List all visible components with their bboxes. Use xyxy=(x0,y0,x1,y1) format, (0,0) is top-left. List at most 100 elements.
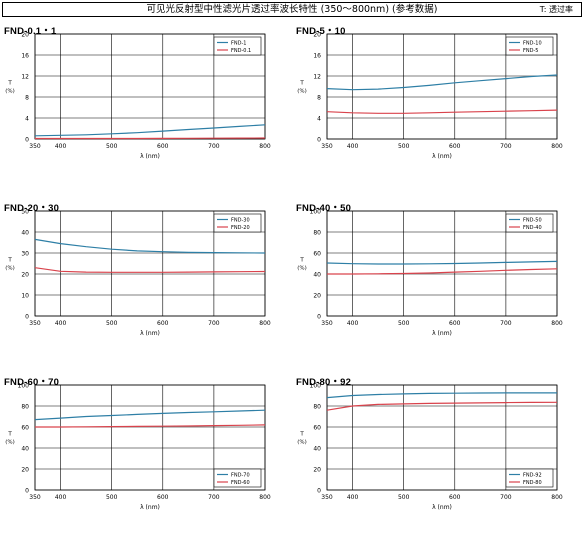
x-tick-label: 700 xyxy=(500,494,512,501)
legend-label: FND-0.1 xyxy=(231,48,251,54)
y-tick-label: 30 xyxy=(21,251,29,258)
y-tick-label: 60 xyxy=(21,425,29,432)
x-tick-label: 700 xyxy=(500,143,512,150)
y-tick-label: 4 xyxy=(25,116,29,123)
y-tick-label: 80 xyxy=(313,230,321,237)
chart-panel-6: FND-80・92 0 20 40 60 80 100 350 400 500 600 700 800… xyxy=(292,372,584,540)
x-tick-label: 800 xyxy=(551,320,563,327)
chart-svg: 0 4 8 12 16 20 350 400 500 600 700 800 T (%) λ (nm) FND… xyxy=(5,32,271,161)
y-axis-unit: (%) xyxy=(5,266,15,272)
y-axis-unit: (%) xyxy=(5,89,15,95)
y-tick-label: 50 xyxy=(21,209,29,216)
x-tick-label: 500 xyxy=(398,320,410,327)
chart-title: FND-5・10 xyxy=(296,26,346,37)
x-tick-label: 600 xyxy=(449,494,461,501)
y-tick-label: 10 xyxy=(21,293,29,300)
plot-frame xyxy=(34,384,266,491)
chart-panel-5: FND-60・70 0 20 40 60 80 100 350 400 500 600 700 800… xyxy=(0,372,292,540)
x-tick-label: 700 xyxy=(208,494,220,501)
legend-label: FND-40 xyxy=(523,225,542,231)
series-line xyxy=(35,137,266,140)
legend-label: FND-20 xyxy=(231,225,250,231)
series-line xyxy=(35,424,266,428)
series-line xyxy=(326,401,558,411)
x-tick-label: 500 xyxy=(398,143,410,150)
series-line xyxy=(326,260,558,265)
legend-label: FND-5 xyxy=(523,48,538,54)
y-tick-label: 8 xyxy=(25,95,29,102)
y-axis-label: T xyxy=(299,81,304,87)
x-tick-label: 350 xyxy=(29,494,41,501)
y-tick-label: 4 xyxy=(317,116,321,123)
x-tick-label: 600 xyxy=(157,320,169,327)
x-tick-label: 800 xyxy=(551,143,563,150)
y-tick-label: 20 xyxy=(313,32,321,39)
x-tick-label: 800 xyxy=(259,320,271,327)
chart-title: FND-60・70 xyxy=(4,377,60,388)
chart-title: FND-0.1・1 xyxy=(4,26,57,37)
legend-label: FND-92 xyxy=(523,473,542,479)
y-tick-label: 20 xyxy=(21,32,29,39)
y-axis-label: T xyxy=(7,432,12,438)
chart-title: FND-20・30 xyxy=(4,203,60,214)
x-tick-label: 400 xyxy=(347,320,359,327)
series-line xyxy=(34,124,266,137)
series-line xyxy=(326,109,558,114)
chart-panel-1: FND-0.1・1 0 4 8 12 16 20 350 400 500 600 700 800 T (%… xyxy=(0,21,292,189)
x-axis-label: λ (nm) xyxy=(140,153,160,160)
y-tick-label: 16 xyxy=(313,53,321,60)
header-note: T: 透过率 xyxy=(539,5,573,14)
x-tick-label: 400 xyxy=(55,320,67,327)
y-tick-label: 80 xyxy=(21,404,29,411)
x-tick-label: 600 xyxy=(449,320,461,327)
series-line xyxy=(326,74,558,91)
y-tick-label: 8 xyxy=(317,95,321,102)
series-line xyxy=(34,267,266,273)
x-tick-label: 600 xyxy=(157,143,169,150)
chart-svg: 0 20 40 60 80 100 350 400 500 600 700 800 T (%) λ (nm)… xyxy=(297,209,563,338)
series-line xyxy=(34,409,266,421)
chart-panel-3: FND-20・30 0 10 20 30 40 50 350 400 500 600 700 800 T… xyxy=(0,198,292,366)
header-bar: 可见光反射型中性滤光片透过率波长特性 (350～800nm) (参考数据) T:… xyxy=(2,2,582,17)
chart-svg: 0 10 20 30 40 50 350 400 500 600 700 800 T (%) λ (nm) F… xyxy=(5,209,271,338)
legend-label: FND-10 xyxy=(523,41,542,47)
y-tick-label: 60 xyxy=(313,425,321,432)
y-tick-label: 0 xyxy=(25,488,29,495)
chart-svg: 0 20 40 60 80 100 350 400 500 600 700 800 T (%) λ (nm)… xyxy=(297,383,563,512)
y-tick-label: 20 xyxy=(313,293,321,300)
y-tick-label: 40 xyxy=(313,446,321,453)
x-tick-label: 400 xyxy=(55,143,67,150)
x-tick-label: 350 xyxy=(29,143,41,150)
y-axis-unit: (%) xyxy=(297,89,307,95)
x-tick-label: 600 xyxy=(449,143,461,150)
x-tick-label: 350 xyxy=(29,320,41,327)
y-tick-label: 100 xyxy=(18,383,30,390)
x-tick-label: 500 xyxy=(106,143,118,150)
y-tick-label: 20 xyxy=(21,467,29,474)
x-tick-label: 400 xyxy=(55,494,67,501)
x-axis-label: λ (nm) xyxy=(432,330,452,337)
y-tick-label: 40 xyxy=(21,446,29,453)
x-tick-label: 700 xyxy=(208,143,220,150)
y-tick-label: 12 xyxy=(21,74,29,81)
x-tick-label: 700 xyxy=(500,320,512,327)
x-axis-label: λ (nm) xyxy=(432,504,452,511)
y-tick-label: 0 xyxy=(25,314,29,321)
plot-frame xyxy=(326,33,558,140)
y-tick-label: 40 xyxy=(21,230,29,237)
y-tick-label: 100 xyxy=(310,383,322,390)
y-tick-label: 0 xyxy=(317,137,321,144)
chart-title: FND-40・50 xyxy=(296,203,352,214)
y-axis-label: T xyxy=(299,432,304,438)
legend-label: FND-80 xyxy=(523,480,542,486)
x-tick-label: 500 xyxy=(106,494,118,501)
plot-frame xyxy=(34,210,266,317)
x-tick-label: 800 xyxy=(551,494,563,501)
x-tick-label: 400 xyxy=(347,494,359,501)
legend-label: FND-50 xyxy=(523,218,542,224)
x-axis-label: λ (nm) xyxy=(432,153,452,160)
x-axis-label: λ (nm) xyxy=(140,330,160,337)
y-tick-label: 0 xyxy=(317,314,321,321)
x-tick-label: 800 xyxy=(259,143,271,150)
legend-label: FND-1 xyxy=(231,41,246,47)
